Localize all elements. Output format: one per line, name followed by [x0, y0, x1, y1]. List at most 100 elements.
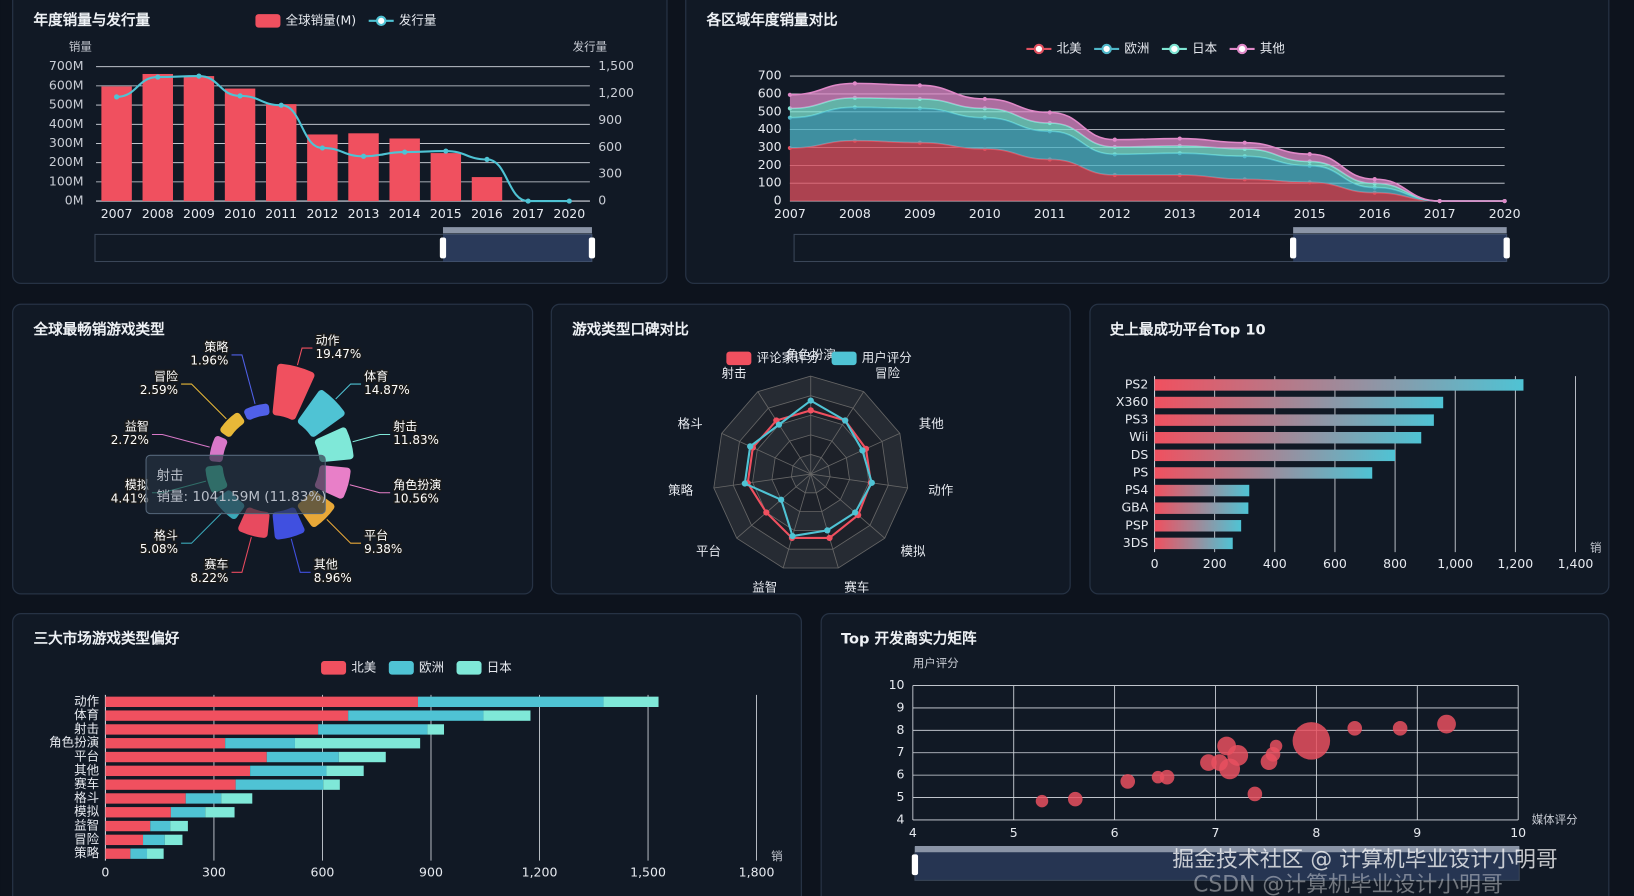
leader-line — [231, 537, 252, 573]
pie-label: 动作 — [316, 333, 340, 347]
y-tick-label: 4 — [897, 811, 905, 826]
watermark: CSDN @计算机毕业设计小明哥 — [1193, 873, 1503, 896]
zoom-bar[interactable] — [1293, 227, 1507, 234]
y-tick-label: 200 — [758, 157, 782, 172]
x-tick-label: 0 — [101, 865, 109, 880]
x-tick-label: 2009 — [904, 206, 936, 221]
tooltip-text: 销量: 1041.59M (11.83%) — [156, 489, 326, 505]
x-tick-label: 2017 — [1424, 206, 1456, 221]
legend-swatch — [321, 661, 347, 675]
legend-label: 其他 — [1260, 40, 1286, 55]
x-tick-label: 2007 — [774, 206, 806, 221]
y-tick-label: 400 — [758, 121, 782, 136]
pie-label: 平台 — [364, 527, 388, 542]
point — [443, 148, 449, 154]
point — [859, 447, 866, 454]
bar — [143, 834, 165, 846]
pie-value-label: 5.08% — [140, 542, 178, 556]
zoom-handle[interactable] — [911, 854, 919, 876]
zoom-handle[interactable] — [588, 237, 596, 259]
panel — [1089, 303, 1610, 595]
point — [1035, 794, 1049, 808]
zoom-bar[interactable] — [914, 845, 1520, 853]
point — [196, 73, 202, 79]
radar-axis — [782, 473, 812, 569]
point — [319, 145, 325, 151]
x-tick-label: 6 — [1111, 825, 1119, 840]
line — [789, 82, 1505, 202]
pie-value-label: 11.83% — [393, 433, 439, 447]
y-tick-label: 0M — [65, 193, 84, 208]
radar-indicator: 射击 — [722, 366, 747, 381]
pie-value-label: 2.59% — [140, 383, 178, 397]
leader-line — [335, 383, 362, 400]
y-tick-label: 500M — [49, 97, 84, 112]
y-tick-label: 10 — [889, 677, 905, 692]
sector — [272, 507, 305, 540]
leader-line — [290, 538, 311, 573]
bar — [1154, 484, 1250, 497]
legend-label: 评论家评分 — [757, 350, 820, 365]
y-tick-label: PS2 — [1125, 376, 1148, 391]
bar — [205, 807, 235, 818]
radar-axis — [810, 473, 886, 539]
x-tick-label: 600 — [1323, 556, 1347, 571]
zoom-bar[interactable] — [442, 227, 592, 234]
point — [1347, 721, 1363, 736]
x-tick-label: 4 — [909, 825, 917, 840]
bar — [105, 710, 349, 721]
bar — [1154, 537, 1233, 550]
bar — [101, 86, 132, 202]
y-tick-label: 模拟 — [74, 804, 100, 819]
point — [826, 534, 833, 542]
zoom-handle[interactable] — [439, 237, 447, 259]
y-tick-label: 300 — [758, 139, 782, 154]
chart-title: 游戏类型口碑对比 — [572, 320, 689, 338]
point — [1392, 721, 1408, 736]
zoom-window[interactable] — [1293, 234, 1507, 262]
y-tick-label: PS3 — [1125, 412, 1148, 427]
zoom-handle[interactable] — [1503, 237, 1510, 259]
bar — [294, 738, 421, 749]
bar — [147, 848, 164, 859]
x-tick-label: 2009 — [183, 206, 215, 221]
y2-tick-label: 600 — [598, 139, 622, 154]
radar-axis — [810, 391, 865, 475]
zoom-slider[interactable] — [914, 846, 1520, 881]
zoom-window[interactable] — [442, 234, 592, 262]
y-tick-label: Wii — [1129, 429, 1148, 444]
point — [917, 83, 922, 88]
x-tick-label: 2011 — [265, 206, 297, 221]
legend-label: 欧洲 — [419, 659, 444, 674]
bar — [150, 820, 171, 832]
y-tick-label: 冒险 — [74, 831, 100, 846]
y-tick-label: 格斗 — [74, 790, 99, 805]
bar — [185, 793, 222, 804]
leader-line — [151, 433, 210, 448]
y-tick-label: 700 — [758, 68, 782, 83]
leader-line — [352, 433, 391, 443]
leader-line — [231, 354, 256, 405]
leader-line — [296, 347, 313, 366]
bar — [170, 820, 188, 832]
x-tick-label: 2014 — [389, 206, 421, 221]
radar-line — [743, 399, 873, 538]
pie-label: 体育 — [364, 368, 388, 383]
sector — [314, 427, 354, 463]
zoom-handle[interactable] — [1290, 237, 1297, 259]
chart-title: 年度销量与发行量 — [34, 11, 151, 29]
point — [1159, 769, 1175, 785]
bar — [235, 779, 324, 790]
pie-label: 其他 — [314, 558, 338, 572]
point — [775, 421, 783, 428]
bar — [1154, 467, 1373, 479]
x-tick-label: 2012 — [1099, 206, 1131, 221]
tooltip-title: 射击 — [156, 468, 183, 484]
point — [852, 81, 857, 86]
bar — [105, 834, 144, 846]
y-tick-label: 500 — [758, 103, 782, 118]
pie-label: 射击 — [393, 419, 417, 434]
pie-value-label: 4.41% — [111, 492, 149, 506]
legend-label: 日本 — [487, 659, 513, 674]
point — [1112, 137, 1117, 142]
